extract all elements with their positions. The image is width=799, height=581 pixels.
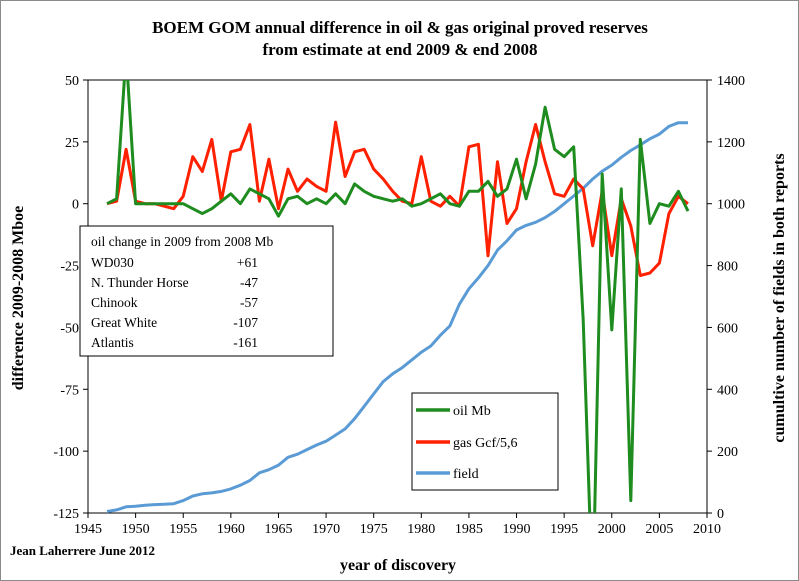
author-credit: Jean Laherrere June 2012 [10,543,155,558]
x-tick-label: 1985 [455,522,483,537]
y-right-tick-label: 800 [717,260,738,275]
legend-label-field: field [453,467,479,482]
y-left-tick-label: 25 [65,136,79,151]
x-tick-label: 1975 [360,522,388,537]
chart-title-line2: from estimate at end 2009 & end 2008 [263,40,538,59]
x-tick-label: 1980 [407,522,435,537]
y-left-tick-label: 0 [72,198,79,213]
y-right-axis-label: cumultive number of fields in both repor… [771,153,788,442]
x-tick-label: 1970 [312,522,340,537]
y-left-axis-label: difference 2009-2008 Mboe [10,206,27,391]
y-left-tick-label: -75 [60,383,79,398]
chart-title-line1: BOEM GOM annual difference in oil & gas … [152,18,648,37]
legend-label-oil: oil Mb [453,404,491,419]
annotation-border [79,225,334,357]
annotation-row-name: Chinook [91,295,138,310]
annotation-box: oil change in 2009 from 2008 Mb WD030 +6… [79,225,334,357]
x-tick-label: 1945 [74,522,102,537]
y-left-tick-label: -25 [60,260,79,275]
annotation-row-value: -107 [233,315,258,330]
y-right-tick-label: 1400 [717,74,745,89]
annotation-row-value: -47 [240,275,258,290]
legend-label-gas: gas Gcf/5,6 [453,436,518,451]
annotation-row-value: +61 [237,255,258,270]
annotation-row-name: Great White [91,315,157,330]
series-field-line [106,121,688,513]
y-right-tick-label: 600 [717,321,738,336]
series-oil-line [106,80,690,513]
x-axis-label: year of discovery [340,557,456,574]
annotation-heading: oil change in 2009 from 2008 Mb [91,234,273,249]
x-tick-label: 1955 [169,522,197,537]
y-left-tick-label: -50 [60,321,79,336]
annotation-row-name: N. Thunder Horse [91,275,189,290]
annotation-row-name: Atlantis [91,335,134,350]
x-tick-label: 1965 [264,522,292,537]
y-left-tick-label: -100 [53,445,79,460]
y-right-tick-label: 1000 [717,198,745,213]
y-right-tick-label: 200 [717,445,738,460]
x-tick-label: 2000 [598,522,626,537]
annotation-row-name: WD030 [91,255,134,270]
y-axis-left: 50 25 0 -25 -50 -75 -100 -125 [53,74,88,522]
x-tick-label: 2010 [693,522,721,537]
y-axis-right: 1400 1200 1000 800 600 400 200 0 [707,74,745,522]
y-right-tick-label: 400 [717,383,738,398]
y-left-tick-label: 50 [65,74,79,89]
annotation-row-value: -161 [233,335,258,350]
x-tick-label: 1995 [550,522,578,537]
series-gas-line [106,120,689,277]
y-right-tick-label: 0 [717,507,724,522]
y-left-tick-label: -125 [53,507,79,522]
x-tick-label: 1990 [503,522,531,537]
x-tick-label: 2005 [645,522,673,537]
annotation-row-value: -57 [240,295,258,310]
x-axis: 1945 1950 1955 1960 1965 1970 1975 1980 1985 1990… [74,513,721,537]
y-right-tick-label: 1200 [717,136,745,151]
x-tick-label: 1960 [217,522,245,537]
x-tick-label: 1950 [122,522,150,537]
series-layer [106,80,690,513]
legend: oil Mb gas Gcf/5,6 field [411,392,559,491]
